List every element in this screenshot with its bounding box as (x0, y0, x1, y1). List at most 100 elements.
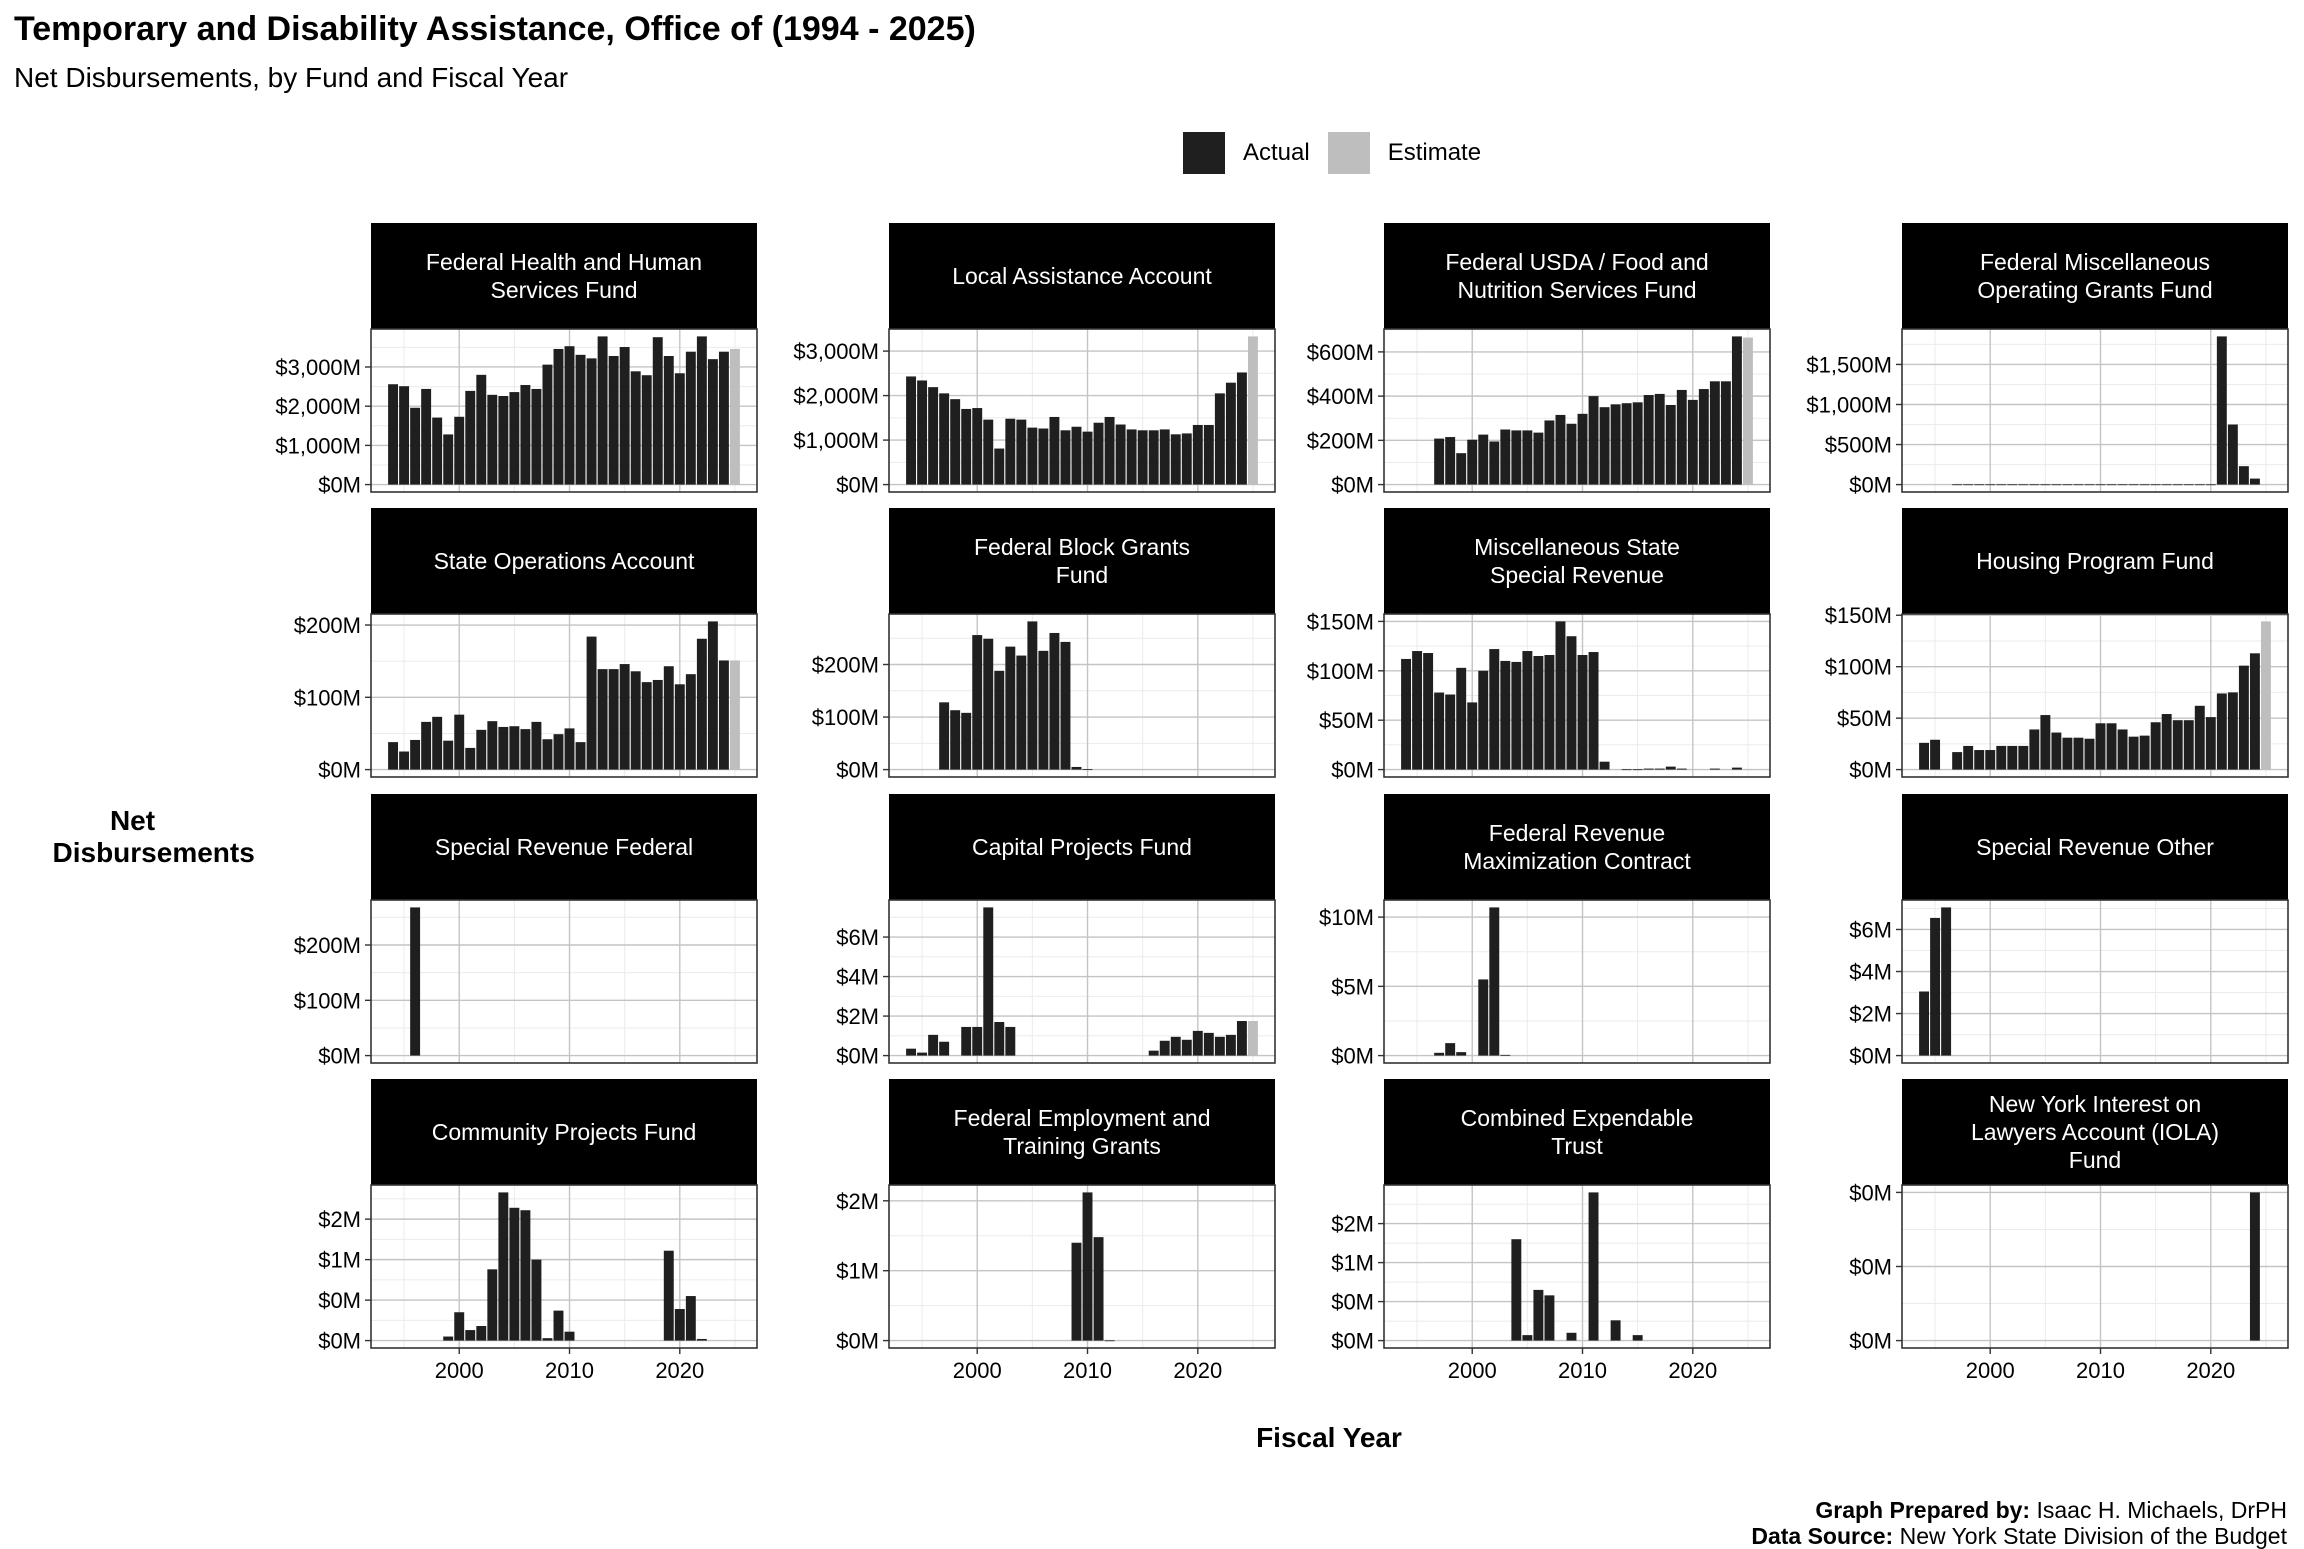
bar-actual (1952, 484, 1963, 486)
bar-actual (1985, 484, 1996, 486)
bar-actual (564, 346, 575, 485)
facet-strip (1384, 508, 1770, 614)
bar-actual (1159, 1040, 1170, 1056)
bar-actual (994, 1022, 1005, 1056)
bar-actual (718, 351, 729, 485)
bar-actual (564, 728, 575, 770)
bar-actual (663, 1250, 674, 1341)
panel-border (888, 899, 1276, 1064)
facet-strip-title: Federal Block Grants (974, 534, 1190, 560)
bar-actual (465, 747, 476, 770)
bar-actual (421, 388, 432, 485)
facet-strip-title: Housing Program Fund (1976, 548, 2214, 574)
bar-actual (1038, 650, 1049, 770)
x-tick-label: 2020 (1173, 1358, 1222, 1383)
bar-actual (2128, 484, 2139, 486)
bar-actual (520, 729, 531, 770)
y-tick-label: $200M (294, 933, 361, 958)
bar-actual (2051, 732, 2062, 770)
bar-actual (1599, 407, 1610, 485)
bar-actual (685, 1296, 696, 1341)
facet-strip-title: Federal Miscellaneous (1980, 249, 2210, 275)
bar-actual (939, 1041, 950, 1056)
bar-actual (939, 393, 950, 485)
bar-actual (1434, 438, 1445, 485)
bar-actual (1687, 399, 1698, 485)
bar-actual (1533, 655, 1544, 770)
bar-actual (2194, 484, 2205, 486)
bar-actual (1005, 1026, 1016, 1056)
bar-actual (917, 1052, 928, 1056)
bar-actual (1434, 692, 1445, 770)
bar-actual (1974, 484, 1985, 486)
bar-actual (542, 1338, 553, 1341)
facet-strip-title: Operating Grants Fund (1977, 277, 2212, 303)
y-tick-label: $2M (1849, 1002, 1892, 1027)
bar-actual (399, 386, 410, 485)
bar-actual (1621, 769, 1632, 771)
bar-actual (520, 1210, 531, 1341)
facet-strip (889, 794, 1275, 900)
bar-actual (1588, 1192, 1599, 1341)
bar-actual (1996, 484, 2007, 486)
bar-actual (939, 702, 950, 770)
bar-actual (2095, 723, 2106, 770)
panel-background (889, 1185, 1275, 1348)
panel-border (1383, 328, 1771, 493)
bar-actual (1621, 403, 1632, 485)
bar-actual (2106, 723, 2117, 770)
bar-actual (2139, 484, 2150, 486)
bar-actual (1071, 426, 1082, 485)
facet-strip-title: Maximization Contract (1463, 848, 1691, 874)
y-tick-label: $50M (1837, 706, 1892, 731)
bar-estimate (729, 348, 740, 485)
facet-strip-title: Federal Health and Human (426, 249, 702, 275)
facet-strip-title: Services Fund (490, 277, 637, 303)
bar-actual (1445, 437, 1456, 485)
bar-actual (961, 712, 972, 770)
bar-actual (2150, 484, 2161, 486)
bar-actual (1522, 651, 1533, 770)
bar-actual (1676, 389, 1687, 485)
bar-actual (1225, 1034, 1236, 1056)
bar-actual (1082, 769, 1093, 770)
bar-actual (994, 670, 1005, 770)
y-tick-label: $2M (836, 1189, 879, 1214)
panel-background (1902, 900, 2288, 1063)
bar-actual (1192, 1030, 1203, 1056)
bar-actual (1930, 739, 1941, 770)
bar-actual (1577, 413, 1588, 485)
panel-background (371, 1185, 757, 1348)
bar-actual (1610, 1320, 1621, 1341)
bar-actual (641, 375, 652, 485)
bar-actual (1654, 768, 1665, 770)
bar-actual (421, 721, 432, 770)
y-tick-label: $150M (1825, 603, 1892, 628)
facet-strip-title: Special Revenue (1490, 562, 1664, 588)
bar-actual (2205, 484, 2216, 486)
y-tick-label: $1,000M (275, 433, 361, 458)
bar-actual (1027, 621, 1038, 770)
bar-actual (906, 1048, 917, 1056)
y-tick-label: $1M (318, 1248, 361, 1273)
bar-actual (1060, 641, 1071, 770)
facet-strip-title: Federal USDA / Food and (1445, 249, 1708, 275)
y-tick-label: $200M (294, 613, 361, 638)
bar-actual (597, 669, 608, 770)
y-tick-label: $0M (318, 1329, 361, 1354)
panel-border (370, 328, 758, 493)
panel-border (370, 1184, 758, 1349)
bar-actual (586, 358, 597, 485)
panel-background (1384, 900, 1770, 1063)
bar-actual (476, 729, 487, 770)
bar-actual (1082, 431, 1093, 485)
facet-strip-title: Nutrition Services Fund (1457, 277, 1696, 303)
bar-actual (1082, 1192, 1093, 1341)
bar-actual (498, 1192, 509, 1341)
bar-actual (575, 354, 586, 485)
facet-strip-title: Local Assistance Account (952, 263, 1212, 289)
bar-actual (1720, 381, 1731, 485)
y-tick-label: $100M (1825, 655, 1892, 680)
